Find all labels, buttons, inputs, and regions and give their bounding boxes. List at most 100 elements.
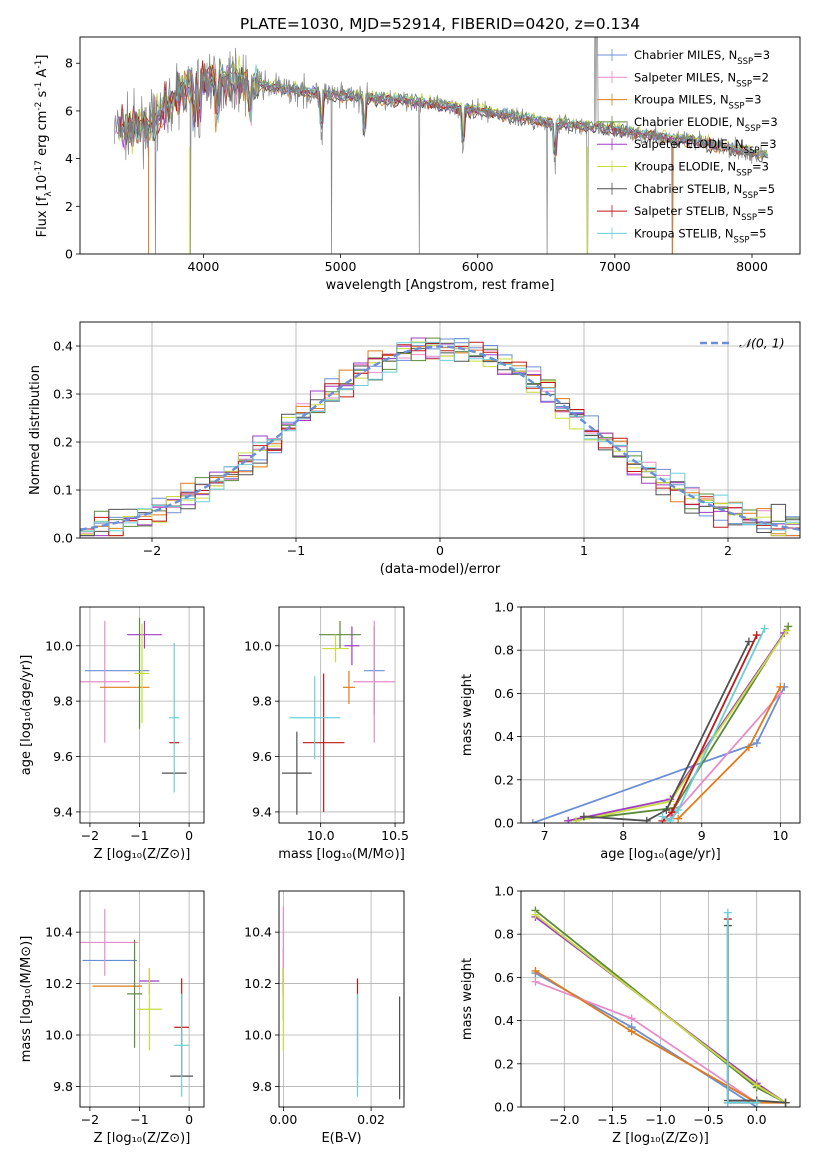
x-tick-label: 6000	[462, 259, 494, 274]
y-tick-label: 0.1	[53, 483, 73, 498]
x-axis-label: wavelength [Angstrom, rest frame]	[326, 278, 555, 293]
x-tick-label: 0.0	[747, 1112, 767, 1127]
panel-spectrum: 4000 5000 6000 7000 8000 0 2 4 6 8 wavelength [Ang…	[34, 36, 801, 293]
legend-model-name: Kroupa MILES, N	[634, 93, 729, 107]
y-tick-label: 0.0	[494, 1100, 514, 1115]
y-label-part: λ	[44, 191, 54, 197]
point-marker	[760, 624, 769, 633]
y-tick-label: 9.8	[53, 1079, 73, 1094]
point-marker	[723, 908, 732, 917]
legend-entry: Kroupa MILES, NSSP=3	[634, 93, 761, 112]
y-tick-label: 0.2	[494, 772, 514, 787]
legend-nssp-value: =3	[753, 48, 770, 62]
legend-entry: Chabrier MILES, NSSP=3	[634, 48, 770, 67]
data-spectrum-line	[113, 37, 766, 254]
legend-model-name: Salpeter ELODIE, N	[634, 137, 744, 151]
weight-series	[528, 682, 789, 823]
x-tick-label: 0.02	[357, 1112, 385, 1127]
x-tick-label: 0	[436, 543, 444, 558]
series-line	[662, 628, 766, 822]
point-marker	[662, 806, 671, 815]
legend-subscript: SSP	[736, 79, 752, 89]
point-marker	[531, 966, 540, 975]
histogram-series	[80, 338, 800, 538]
x-tick-label: −2	[81, 828, 99, 843]
errorbar-point	[80, 620, 130, 743]
normal-curve	[80, 345, 800, 531]
x-tick-label: −1	[287, 543, 305, 558]
x-tick-label: 0	[185, 828, 193, 843]
legend-subscript: SSP	[742, 191, 758, 201]
x-tick-label: −1	[130, 828, 148, 843]
x-tick-label: 10	[772, 828, 788, 843]
y-label-part: -2	[34, 102, 44, 111]
point-marker	[674, 806, 683, 815]
legend-model-name: Chabrier STELIB, N	[634, 182, 742, 196]
series-line	[534, 970, 786, 1104]
point-marker	[752, 1098, 761, 1107]
x-tick-label: −2	[143, 543, 161, 558]
legend-entry: Chabrier ELODIE, NSSP=3	[634, 115, 778, 134]
y-tick-label: 1.0	[494, 600, 514, 615]
legend-subscript: SSP	[744, 146, 760, 156]
x-tick-label: 8	[619, 828, 627, 843]
y-tick-label: 0.0	[53, 531, 73, 546]
plot-area	[528, 622, 793, 823]
legend-nssp-value: =2	[752, 70, 769, 84]
point-marker	[564, 816, 573, 823]
series-line	[568, 625, 789, 822]
series-line	[669, 692, 782, 820]
legend-entry: Salpeter MILES, NSSP=2	[634, 70, 769, 89]
legend-subscript: SSP	[737, 57, 753, 67]
x-tick-label: 9	[698, 828, 706, 843]
y-tick-label: 0.0	[494, 816, 514, 831]
legend-model-name: Kroupa ELODIE, N	[634, 160, 736, 174]
weight-series	[564, 622, 793, 823]
legend-entry: Salpeter STELIB, NSSP=5	[634, 204, 774, 223]
point-marker	[572, 816, 581, 823]
legend-subscript: SSP	[745, 124, 761, 134]
y-axis-label: Normed distribution	[28, 365, 43, 495]
panel-age-vs-weight: 7 8 9 10 0.0 0.2 0.4 0.6 0.8 1.0 age [log₁₀(age/yr…	[460, 600, 801, 862]
figure-title: PLATE=1030, MJD=52914, FIBERID=0420, z=0…	[240, 15, 640, 33]
legend-nssp-value: =3	[744, 93, 761, 107]
x-tick-label: 0	[185, 1112, 193, 1127]
weight-series	[564, 628, 789, 823]
y-tick-label: 9.4	[252, 804, 272, 819]
x-tick-label: 5000	[325, 259, 357, 274]
point-marker	[744, 637, 753, 646]
y-tick-label: 0.6	[494, 970, 514, 985]
x-axis-label: age [log₁₀(age/yr)]	[600, 847, 721, 862]
errorbar-point	[281, 731, 312, 815]
errorbar-point	[169, 643, 180, 793]
point-marker	[531, 910, 540, 919]
x-tick-label: 10.0	[307, 828, 335, 843]
legend-label: 𝒩(0, 1)	[739, 336, 785, 351]
panel-z-vs-mass: −2 −1 0 9.8 10.0 10.2 10.4 Z [log₁₀(Z/Z⊙)] mass …	[19, 890, 205, 1146]
y-tick-label: 2	[65, 199, 73, 214]
legend-nssp-value: =5	[749, 226, 766, 240]
spectrum-legend: Chabrier MILES, NSSP=3 Salpeter MILES, NS…	[597, 48, 778, 245]
weight-series	[658, 624, 769, 823]
x-axis-label: (data-model)/error	[380, 562, 501, 577]
legend-subscript: SSP	[741, 213, 757, 223]
errorbar-point	[134, 623, 150, 724]
plot-area	[80, 909, 194, 1097]
legend-model-name: Kroupa STELIB, N	[634, 226, 734, 240]
y-tick-label: 0.2	[494, 1056, 514, 1071]
x-tick-label: −1.0	[645, 1112, 675, 1127]
errorbar-point	[127, 620, 162, 649]
point-marker	[627, 1027, 636, 1036]
legend-subscript: SSP	[736, 169, 752, 179]
plot-area	[281, 620, 396, 815]
x-tick-label: 7	[541, 828, 549, 843]
plot-area	[282, 906, 401, 1100]
point-marker	[531, 977, 540, 986]
y-tick-label: 0.8	[494, 643, 514, 658]
x-tick-label: −1.5	[597, 1112, 627, 1127]
y-tick-label: 9.8	[252, 694, 272, 709]
axes-frame	[79, 36, 801, 255]
y-tick-label: 10.0	[244, 638, 272, 653]
y-tick-label: 10.4	[244, 925, 272, 940]
